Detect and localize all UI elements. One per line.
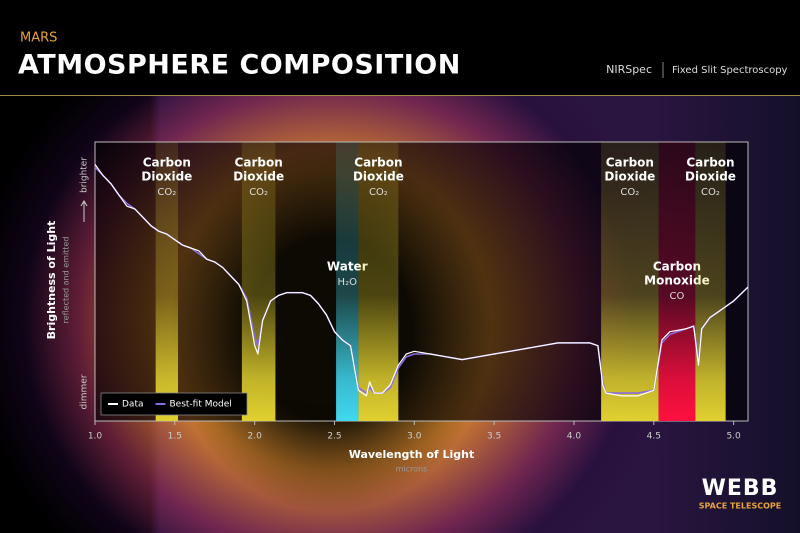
x-tick-label: 3.0: [407, 432, 422, 442]
band-label: Carbon: [686, 156, 734, 170]
x-tick-label: 5.0: [726, 432, 741, 442]
x-tick-label: 2.5: [327, 432, 341, 442]
band-label: Water: [327, 260, 368, 274]
band-formula: CO₂: [157, 187, 176, 198]
title: ATMOSPHERE COMPOSITION: [18, 50, 461, 81]
header-bar: [0, 0, 800, 95]
band-formula: CO: [670, 291, 685, 302]
y-low-label: dimmer: [80, 374, 90, 409]
band-formula: H₂O: [338, 277, 358, 288]
absorption-band: [695, 142, 726, 421]
series-line: [94, 163, 749, 397]
y-axis-sublabel: reflected and emitted: [62, 237, 71, 324]
band-label: Dioxide: [141, 170, 192, 184]
band-label: Dioxide: [685, 170, 736, 184]
mode: Fixed Slit Spectroscopy: [672, 65, 788, 76]
band-label: Carbon: [354, 156, 402, 170]
x-tick-label: 4.5: [647, 432, 661, 442]
x-tick-label: 1.0: [88, 432, 103, 442]
y-high-label: brighter: [80, 157, 90, 193]
x-tick-label: 1.5: [168, 432, 182, 442]
band-label: Carbon: [143, 156, 191, 170]
x-tick-label: 3.5: [487, 432, 501, 442]
band-label: Dioxide: [604, 170, 655, 184]
absorption-band: [241, 142, 276, 421]
absorption-band: [658, 142, 696, 421]
x-tick-label: 4.0: [567, 432, 582, 442]
logo-tagline: SPACE TELESCOPE: [699, 502, 781, 511]
band-formula: CO₂: [369, 187, 388, 198]
absorption-band: [336, 142, 359, 421]
legend-box: [100, 392, 248, 416]
band-label: Dioxide: [353, 170, 404, 184]
y-arrow: [80, 200, 88, 222]
x-axis-unit: microns: [396, 465, 428, 474]
band-label: Carbon: [235, 156, 283, 170]
legend-label: Best-fit Model: [170, 400, 232, 410]
logo: WEBB: [702, 476, 779, 501]
band-formula: CO₂: [620, 187, 639, 198]
band-label: Carbon: [653, 260, 701, 274]
instrument: NIRSpec: [606, 63, 652, 76]
band-label: Monoxide: [644, 274, 710, 288]
band-label: Dioxide: [233, 170, 284, 184]
x-tick-label: 2.0: [247, 432, 262, 442]
absorption-band: [358, 142, 399, 421]
legend-label: Data: [122, 400, 144, 410]
x-axis-label: Wavelength of Light: [349, 448, 475, 461]
subtitle: MARS: [20, 31, 57, 46]
absorption-band: [601, 142, 659, 421]
band-formula: CO₂: [249, 187, 268, 198]
band-label: Carbon: [606, 156, 654, 170]
band-formula: CO₂: [701, 187, 720, 198]
absorption-band: [155, 142, 179, 421]
y-axis-label: Brightness of Light: [45, 221, 58, 340]
